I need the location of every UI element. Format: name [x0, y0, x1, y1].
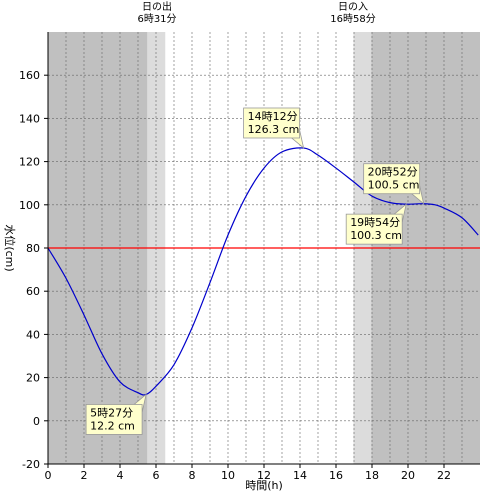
- callout-box: [85, 404, 143, 435]
- callout-pointer: [133, 393, 147, 413]
- callout-value: 100.3 cm: [350, 229, 402, 242]
- sunset-label: 日の入 16時58分: [313, 2, 393, 26]
- sunrise-time: 6時31分: [137, 14, 177, 25]
- callout-value: 126.3 cm: [248, 123, 300, 136]
- y-tick-label: 140: [19, 112, 40, 125]
- sunrise-title: 日の出: [142, 2, 172, 13]
- y-tick-label: 40: [26, 328, 40, 341]
- y-tick-label: 20: [26, 372, 40, 385]
- y-tick-label: 100: [19, 199, 40, 212]
- callout-box: [243, 107, 301, 139]
- x-axis-title: 時間(h): [245, 479, 283, 492]
- x-tick-label: 16: [329, 469, 343, 482]
- y-tick-label: 80: [26, 242, 40, 255]
- y-axis-title: 水位(cm): [3, 224, 17, 271]
- callout-box: [345, 213, 403, 245]
- x-tick-label: 14: [293, 469, 307, 482]
- callout-box: [363, 163, 421, 195]
- callout-pointer: [393, 203, 407, 223]
- x-tick-label: 0: [45, 469, 52, 482]
- sunrise-label: 日の出 6時31分: [117, 2, 197, 26]
- callout-time: 5時27分: [90, 406, 133, 419]
- sunset-title: 日の入: [338, 2, 368, 13]
- callout-value: 12.2 cm: [90, 419, 135, 432]
- x-tick-label: 20: [401, 469, 415, 482]
- y-tick-label: -20: [22, 458, 40, 471]
- callout-pointer: [411, 185, 425, 205]
- y-tick-label: 120: [19, 156, 40, 169]
- x-tick-label: 18: [365, 469, 379, 482]
- x-tick-label: 10: [221, 469, 235, 482]
- x-tick-label: 8: [189, 469, 196, 482]
- x-tick-label: 12: [257, 469, 271, 482]
- callout-time: 19時54分: [350, 216, 400, 229]
- y-tick-label: 60: [26, 285, 40, 298]
- y-tick-label: 160: [19, 69, 40, 82]
- sunset-time: 16時58分: [330, 14, 376, 25]
- x-tick-label: 6: [153, 469, 160, 482]
- grid: [48, 32, 480, 464]
- y-tick-label: 0: [33, 415, 40, 428]
- tide-level-line: [47, 147, 479, 396]
- callout-pointer: [291, 129, 305, 150]
- axes: 0 2 4 6 8 10 12 14 16 18 20 22 -20 0 20 40 60 80 100 120 140…: [19, 32, 480, 482]
- series-layer: [47, 147, 479, 396]
- x-tick-label: 22: [437, 469, 451, 482]
- x-tick-label: 4: [117, 469, 124, 482]
- callout-value: 100.5 cm: [368, 179, 420, 192]
- callout-time: 14時12分: [248, 110, 298, 123]
- x-tick-label: 2: [81, 469, 88, 482]
- callout-time: 20時52分: [368, 166, 418, 179]
